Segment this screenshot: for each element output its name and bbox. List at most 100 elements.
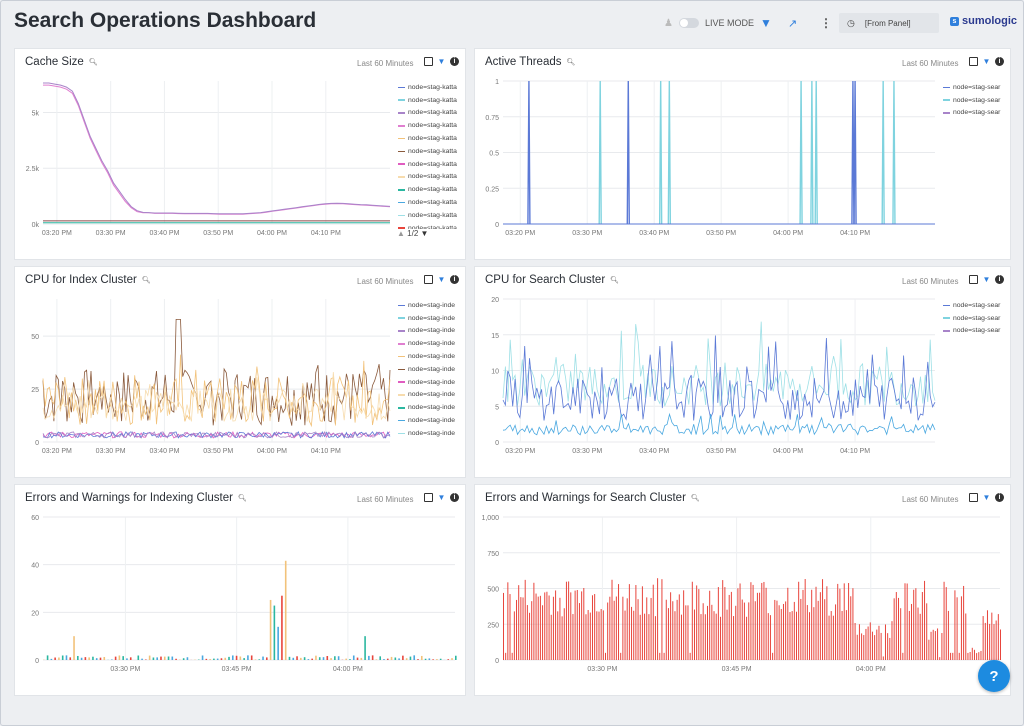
error-bar xyxy=(455,655,457,660)
error-bar xyxy=(726,609,728,660)
error-bar xyxy=(958,652,960,660)
legend-item[interactable]: node=stag-inde xyxy=(398,312,463,325)
sumologic-logo: s sumologic xyxy=(950,15,1017,27)
legend-swatch xyxy=(398,355,405,358)
popout-icon[interactable] xyxy=(424,57,433,66)
share-icon[interactable]: ↗ xyxy=(788,17,798,30)
panel-filter-icon[interactable]: ▼ xyxy=(982,275,991,284)
panel-active-threads: Active Threads 🔍︎ Last 60 Minutes ▼ i 0 0.25 0.… xyxy=(474,48,1011,260)
info-icon[interactable]: i xyxy=(450,275,459,284)
live-mode-switch[interactable] xyxy=(678,18,699,28)
legend-item[interactable]: node=stag-sear xyxy=(943,299,1008,312)
error-bar xyxy=(691,581,693,660)
legend-item[interactable]: node=stag-katta xyxy=(398,158,463,171)
error-bar xyxy=(322,657,325,660)
error-bar xyxy=(300,657,302,660)
panel-title-text: CPU for Index Cluster xyxy=(25,274,137,286)
error-bar xyxy=(80,657,83,660)
zoom-icon[interactable]: 🔍︎ xyxy=(237,495,247,502)
error-bar xyxy=(795,611,797,660)
error-bar xyxy=(405,658,408,660)
popout-icon[interactable] xyxy=(969,275,978,284)
pager-down-icon[interactable]: ▼ xyxy=(418,229,429,238)
panel-filter-icon[interactable]: ▼ xyxy=(437,57,446,66)
error-bar xyxy=(674,611,676,660)
legend-swatch xyxy=(943,330,950,332)
legend-item[interactable]: node=stag-sear xyxy=(943,312,1008,325)
time-range-selector[interactable]: ◷ [From Panel] xyxy=(839,13,939,33)
error-bar xyxy=(533,582,535,660)
panel-filter-icon[interactable]: ▼ xyxy=(982,57,991,66)
error-bar xyxy=(555,590,557,660)
zoom-icon[interactable]: 🔍︎ xyxy=(566,59,576,66)
legend-item[interactable]: node=stag-sear xyxy=(943,94,1008,107)
legend-swatch xyxy=(398,176,405,178)
legend-item[interactable]: node=stag-katta xyxy=(398,196,463,209)
error-bar xyxy=(817,600,819,660)
x-tick-label: 03:30 PM xyxy=(96,230,126,237)
more-menu-icon[interactable]: ⋮ xyxy=(820,16,832,30)
filter-icon[interactable]: ▼ xyxy=(760,16,772,30)
legend-item[interactable]: node=stag-sear xyxy=(943,107,1008,120)
info-icon[interactable]: i xyxy=(995,275,1004,284)
popout-icon[interactable] xyxy=(969,57,978,66)
info-icon[interactable]: i xyxy=(450,493,459,502)
series-spike xyxy=(667,80,672,225)
legend-item[interactable]: node=stag-inde xyxy=(398,350,463,363)
legend-item[interactable]: node=stag-inde xyxy=(398,401,463,414)
legend-item[interactable]: node=stag-katta xyxy=(398,94,463,107)
error-bar xyxy=(900,608,902,660)
error-bar xyxy=(919,613,921,660)
info-icon[interactable]: i xyxy=(450,57,459,66)
legend-item[interactable]: node=stag-inde xyxy=(398,376,463,389)
legend-item[interactable]: node=stag-katta xyxy=(398,183,463,196)
error-bar xyxy=(702,603,704,660)
legend-item[interactable]: node=stag-inde xyxy=(398,325,463,338)
zoom-icon[interactable]: 🔍︎ xyxy=(610,277,620,284)
error-bar xyxy=(754,601,756,660)
popout-icon[interactable] xyxy=(424,493,433,502)
info-icon[interactable]: i xyxy=(995,57,1004,66)
error-bar xyxy=(386,658,389,660)
legend-item[interactable]: node=stag-katta xyxy=(398,107,463,120)
x-tick-label: 04:00 PM xyxy=(333,666,363,673)
legend-item[interactable]: node=stag-katta xyxy=(398,132,463,145)
zoom-icon[interactable]: 🔍︎ xyxy=(88,59,98,66)
legend-item[interactable]: node=stag-sear xyxy=(943,81,1008,94)
error-bar xyxy=(296,656,298,660)
legend-item[interactable]: node=stag-inde xyxy=(398,427,463,440)
zoom-icon[interactable]: 🔍︎ xyxy=(141,277,151,284)
x-tick-label: 03:20 PM xyxy=(42,448,72,455)
popout-icon[interactable] xyxy=(424,275,433,284)
legend-item[interactable]: node=stag-inde xyxy=(398,299,463,312)
panel-filter-icon[interactable]: ▼ xyxy=(437,275,446,284)
popout-icon[interactable] xyxy=(969,493,978,502)
legend-item[interactable]: node=stag-katta xyxy=(398,209,463,222)
legend-item[interactable]: node=stag-inde xyxy=(398,389,463,402)
legend-item[interactable]: node=stag-katta xyxy=(398,145,463,158)
legend-item[interactable]: node=stag-katta xyxy=(398,81,463,94)
x-tick-label: 03:40 PM xyxy=(149,230,179,237)
error-bar xyxy=(950,652,952,660)
legend-swatch xyxy=(943,304,950,307)
error-bar xyxy=(171,656,174,660)
legend-item[interactable]: node=stag-katta xyxy=(398,171,463,184)
info-icon[interactable]: i xyxy=(995,493,1004,502)
panel-filter-icon[interactable]: ▼ xyxy=(437,493,446,502)
error-bar xyxy=(652,584,654,660)
legend-item[interactable]: node=stag-katta xyxy=(398,222,463,229)
legend-label: node=stag-katta xyxy=(408,122,457,130)
legend-item[interactable]: node=stag-inde xyxy=(398,337,463,350)
error-bar xyxy=(398,658,400,660)
pager-up-icon[interactable]: ▲ xyxy=(397,229,408,238)
help-button[interactable]: ? xyxy=(978,660,1010,692)
live-mode-toggle[interactable]: ♟ LIVE MODE xyxy=(664,14,754,32)
legend-item[interactable]: node=stag-inde xyxy=(398,414,463,427)
legend-item[interactable]: node=stag-inde xyxy=(398,363,463,376)
legend-pager[interactable]: ▲ 1/2 ▼ xyxy=(397,229,428,238)
error-bar xyxy=(858,624,860,660)
zoom-icon[interactable]: 🔍︎ xyxy=(690,495,700,502)
panel-filter-icon[interactable]: ▼ xyxy=(982,493,991,502)
legend-item[interactable]: node=stag-sear xyxy=(943,325,1008,338)
legend-item[interactable]: node=stag-katta xyxy=(398,119,463,132)
